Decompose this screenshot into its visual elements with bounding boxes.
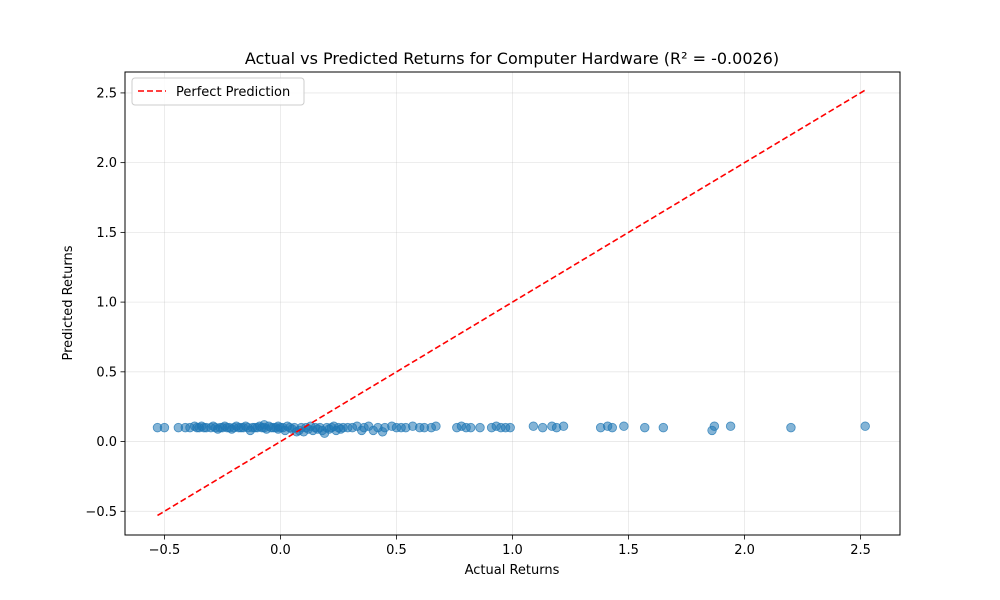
data-point — [475, 422, 485, 433]
legend-box — [131, 77, 305, 106]
y-axis-ticks: −0.5 0.0 0.5 1.0 1.5 2.0 2.5 — [85, 86, 125, 520]
legend-label: Perfect Prediction — [176, 85, 290, 100]
data-point — [466, 422, 476, 433]
data-point — [725, 421, 736, 431]
chart-title: Actual vs Predicted Returns for Computer… — [245, 49, 779, 68]
y-tick-label: −0.5 — [85, 505, 117, 520]
y-tick-label: 2.0 — [96, 156, 117, 171]
data-point — [558, 421, 569, 431]
y-axis-label: Predicted Returns — [61, 245, 76, 360]
x-axis-ticks: −0.5 0.0 0.5 1.0 1.5 2.0 2.5 — [149, 535, 871, 558]
reference-line-layer — [157, 89, 866, 517]
data-point — [786, 422, 796, 433]
x-tick-label: 0.5 — [386, 543, 407, 558]
data-point — [505, 422, 515, 433]
y-tick-label: 0.5 — [96, 365, 117, 380]
scatter-points — [152, 420, 870, 438]
data-point — [431, 421, 441, 431]
data-point — [709, 421, 720, 431]
y-tick-label: 1.0 — [96, 296, 117, 311]
x-tick-label: 2.5 — [850, 543, 871, 558]
y-tick-label: 1.5 — [96, 226, 117, 241]
data-point — [640, 422, 650, 433]
y-tick-label: 0.0 — [96, 435, 117, 450]
data-point — [619, 421, 629, 431]
y-tick-label: 2.5 — [96, 86, 117, 101]
x-axis-label: Actual Returns — [465, 563, 560, 578]
data-point — [159, 422, 170, 433]
perfect-prediction-line — [157, 89, 866, 517]
x-tick-label: 2.0 — [734, 543, 755, 558]
x-tick-label: −0.5 — [149, 543, 181, 558]
x-tick-label: 1.5 — [618, 543, 639, 558]
x-tick-label: 0.0 — [270, 543, 291, 558]
legend: Perfect Prediction — [131, 77, 305, 106]
x-tick-label: 1.0 — [502, 543, 523, 558]
data-point — [658, 422, 669, 433]
data-point — [528, 421, 539, 431]
data-point — [607, 422, 617, 433]
data-point — [860, 421, 870, 431]
data-point — [537, 422, 548, 433]
